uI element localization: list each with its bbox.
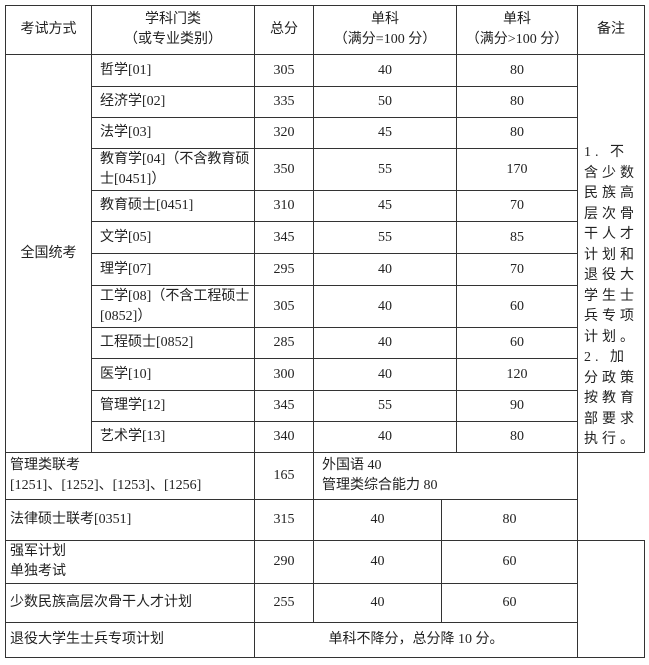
minority-label: 少数民族高层次骨干人才计划 bbox=[5, 583, 255, 623]
header-total: 总分 bbox=[254, 5, 314, 55]
table-row: 医学[10] 300 40 120 bbox=[6, 358, 645, 391]
single-100-cell: 55 bbox=[313, 390, 457, 422]
total-cell: 345 bbox=[254, 390, 314, 422]
total-cell: 305 bbox=[254, 54, 314, 87]
header-category: 学科门类 （或专业类别） bbox=[91, 5, 255, 55]
total-cell: 300 bbox=[254, 358, 314, 391]
single-100-cell: 45 bbox=[313, 117, 457, 149]
single-100-cell: 55 bbox=[313, 148, 457, 191]
single-over-100-cell: 70 bbox=[456, 190, 578, 222]
single-over-100-cell: 60 bbox=[456, 327, 578, 359]
veteran-rule: 单科不降分，总分降 10 分。 bbox=[254, 622, 578, 658]
score-table: 考试方式 学科门类 （或专业类别） 总分 单科 （满分=100 分） 单科 （满分>1… bbox=[5, 5, 645, 658]
total-cell: 335 bbox=[254, 86, 314, 118]
table-row: 法学[03] 320 45 80 bbox=[6, 117, 645, 149]
total-cell: 320 bbox=[254, 117, 314, 149]
single-over-100-cell: 60 bbox=[456, 285, 578, 328]
total-cell: 305 bbox=[254, 285, 314, 328]
single-100-cell: 55 bbox=[313, 221, 457, 254]
header-single-100: 单科 （满分=100 分） bbox=[313, 5, 457, 55]
table-row: 经济学[02] 335 50 80 bbox=[6, 86, 645, 118]
single-over-100-cell: 80 bbox=[456, 421, 578, 453]
management-label: 管理类联考 [1251]、[1252]、[1253]、[1256] bbox=[5, 452, 255, 500]
military-single-100: 40 bbox=[313, 540, 442, 584]
national-exam-label: 全国统考 bbox=[5, 54, 92, 453]
table-row: 理学[07] 295 40 70 bbox=[6, 253, 645, 286]
management-row: 管理类联考 [1251]、[1252]、[1253]、[1256] 165 外国语… bbox=[5, 452, 645, 500]
total-cell: 310 bbox=[254, 190, 314, 222]
management-total: 165 bbox=[254, 452, 314, 500]
subject-cell: 哲学[01] bbox=[91, 54, 255, 87]
subject-cell: 理学[07] bbox=[91, 253, 255, 286]
total-cell: 340 bbox=[254, 421, 314, 453]
total-cell: 350 bbox=[254, 148, 314, 191]
table-row: 教育学[04]（不含教育硕士[0451]） 350 55 170 bbox=[6, 148, 645, 191]
veteran-label: 退役大学生士兵专项计划 bbox=[5, 622, 255, 658]
subject-cell: 经济学[02] bbox=[91, 86, 255, 118]
subject-cell: 医学[10] bbox=[91, 358, 255, 391]
single-over-100-cell: 80 bbox=[456, 86, 578, 118]
military-label: 强军计划 单独考试 bbox=[5, 540, 255, 584]
subject-cell: 工学[08]（不含工程硕士[0852]） bbox=[91, 285, 255, 328]
table-row: 工学[08]（不含工程硕士[0852]） 305 40 60 bbox=[6, 285, 645, 328]
subject-cell: 文学[05] bbox=[91, 221, 255, 254]
minority-single-100: 40 bbox=[313, 583, 442, 623]
single-100-cell: 40 bbox=[313, 327, 457, 359]
single-over-100-cell: 80 bbox=[456, 117, 578, 149]
table-row: 管理学[12] 345 55 90 bbox=[6, 390, 645, 422]
subject-cell: 艺术学[13] bbox=[91, 421, 255, 453]
remark-cell: 1. 不含少数民族高层次骨干人才计划和退役大学生士兵专项计划。2. 加分政策按教… bbox=[577, 54, 645, 453]
law-single-100: 40 bbox=[313, 499, 442, 541]
subject-cell: 管理学[12] bbox=[91, 390, 255, 422]
table-row: 文学[05] 345 55 85 bbox=[6, 221, 645, 254]
subject-cell: 法学[03] bbox=[91, 117, 255, 149]
law-label: 法律硕士联考[0351] bbox=[5, 499, 255, 541]
single-over-100-cell: 80 bbox=[456, 54, 578, 87]
military-single-over-100: 60 bbox=[441, 540, 578, 584]
single-over-100-cell: 90 bbox=[456, 390, 578, 422]
table-row: 全国统考 哲学[01] 305 40 80 1. 不含少数民族高层次骨干人才计划和退役大学… bbox=[5, 54, 645, 453]
header-exam-type: 考试方式 bbox=[5, 5, 92, 55]
minority-total: 255 bbox=[254, 583, 314, 623]
subject-cell: 教育硕士[0451] bbox=[91, 190, 255, 222]
header-row: 考试方式 学科门类 （或专业类别） 总分 单科 （满分=100 分） 单科 （满分>1… bbox=[5, 5, 645, 55]
single-over-100-cell: 120 bbox=[456, 358, 578, 391]
minority-single-over-100: 60 bbox=[441, 583, 578, 623]
table-row: 工程硕士[0852] 285 40 60 bbox=[6, 327, 645, 359]
single-over-100-cell: 70 bbox=[456, 253, 578, 286]
law-total: 315 bbox=[254, 499, 314, 541]
total-cell: 285 bbox=[254, 327, 314, 359]
remark-empty bbox=[577, 540, 645, 658]
single-100-cell: 45 bbox=[313, 190, 457, 222]
single-100-cell: 40 bbox=[313, 285, 457, 328]
veteran-row: 退役大学生士兵专项计划 单科不降分，总分降 10 分。 bbox=[5, 622, 645, 658]
military-total: 290 bbox=[254, 540, 314, 584]
minority-row: 少数民族高层次骨干人才计划 255 40 60 bbox=[5, 583, 645, 623]
single-100-cell: 40 bbox=[313, 54, 457, 87]
table-row: 艺术学[13] 340 40 80 bbox=[6, 421, 645, 453]
management-detail: 外国语 40 管理类综合能力 80 bbox=[313, 452, 578, 500]
header-remark: 备注 bbox=[577, 5, 645, 55]
total-cell: 295 bbox=[254, 253, 314, 286]
header-single-over-100: 单科 （满分>100 分） bbox=[456, 5, 578, 55]
total-cell: 345 bbox=[254, 221, 314, 254]
single-100-cell: 40 bbox=[313, 358, 457, 391]
law-single-over-100: 80 bbox=[441, 499, 578, 541]
subject-cell: 工程硕士[0852] bbox=[91, 327, 255, 359]
single-100-cell: 40 bbox=[313, 253, 457, 286]
single-100-cell: 40 bbox=[313, 421, 457, 453]
single-over-100-cell: 170 bbox=[456, 148, 578, 191]
military-row: 强军计划 单独考试 290 40 60 bbox=[5, 540, 645, 658]
law-row: 法律硕士联考[0351] 315 40 80 bbox=[5, 499, 645, 541]
single-over-100-cell: 85 bbox=[456, 221, 578, 254]
subject-cell: 教育学[04]（不含教育硕士[0451]） bbox=[91, 148, 255, 191]
single-100-cell: 50 bbox=[313, 86, 457, 118]
table-row: 教育硕士[0451] 310 45 70 bbox=[6, 190, 645, 222]
